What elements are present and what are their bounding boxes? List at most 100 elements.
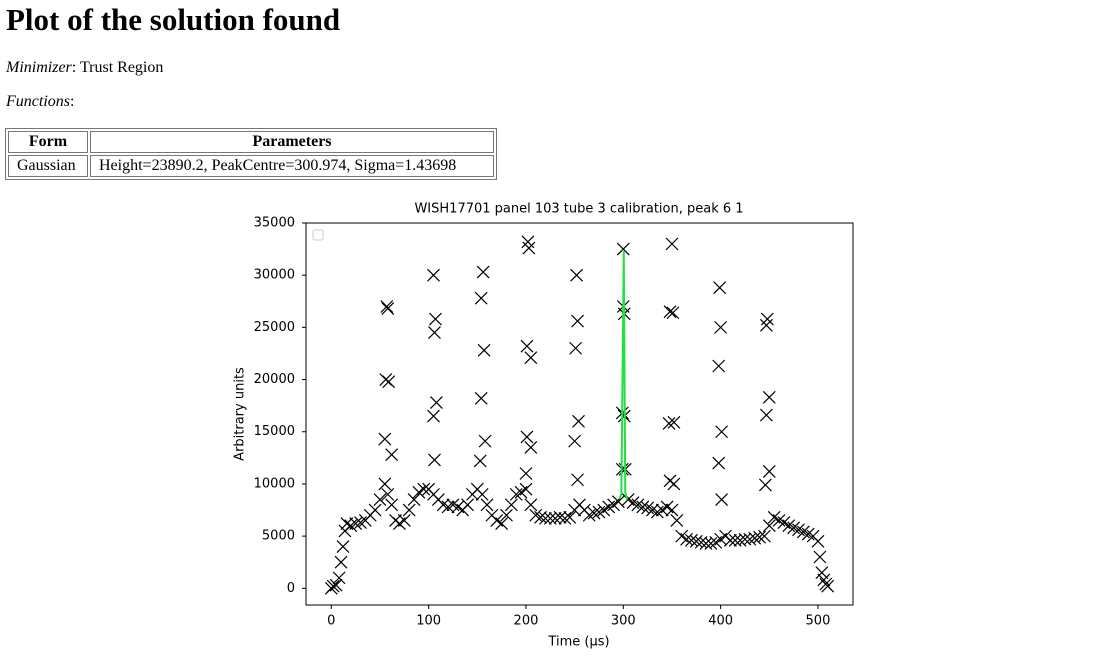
x-tick-label: 0 — [327, 614, 335, 629]
point — [641, 501, 655, 515]
y-tick-label: 20000 — [254, 372, 295, 387]
y-tick-label: 5000 — [262, 529, 295, 544]
point — [380, 300, 394, 313]
x-tick-label: 500 — [806, 614, 831, 629]
point — [519, 467, 533, 480]
point — [402, 503, 416, 517]
point — [663, 305, 677, 319]
point — [815, 566, 829, 580]
point — [558, 511, 572, 525]
point — [587, 506, 601, 520]
point — [326, 579, 340, 593]
point — [715, 425, 729, 439]
point — [344, 519, 358, 533]
point — [349, 517, 363, 531]
point — [715, 493, 729, 507]
point — [758, 529, 771, 543]
point — [529, 508, 543, 522]
point — [332, 571, 346, 585]
cell: Height=23890.2, PeakCentre=300.974, Sigm… — [90, 155, 494, 177]
point — [563, 510, 577, 524]
point — [378, 432, 392, 446]
point — [385, 448, 399, 462]
point — [524, 351, 538, 365]
y-axis-label: Arbitrary units — [233, 367, 248, 461]
point — [758, 478, 772, 492]
point — [553, 510, 567, 524]
point — [650, 505, 664, 519]
legend — [312, 229, 324, 241]
x-tick-label: 400 — [708, 614, 733, 629]
point — [616, 242, 630, 256]
point — [427, 409, 440, 423]
point — [520, 430, 534, 444]
point — [787, 521, 801, 535]
point — [713, 281, 727, 295]
point — [428, 326, 441, 340]
functions: Functions: — [6, 93, 74, 111]
point — [753, 530, 766, 544]
point — [646, 503, 659, 517]
cell: Gaussian — [8, 155, 88, 177]
point — [772, 514, 786, 527]
point — [572, 414, 585, 428]
point — [382, 375, 396, 389]
point — [704, 536, 718, 550]
point — [461, 498, 474, 512]
point — [667, 477, 681, 491]
point — [474, 291, 488, 305]
point — [796, 525, 810, 539]
point — [817, 573, 831, 587]
plot-area — [306, 223, 853, 605]
y-tick-label: 35000 — [254, 216, 295, 231]
point — [524, 440, 538, 454]
point — [407, 493, 421, 507]
point — [782, 519, 796, 533]
minimizer-value: : Trust Region — [71, 59, 164, 76]
y-tick-label: 30000 — [254, 268, 295, 283]
point — [665, 503, 679, 517]
point — [436, 498, 450, 512]
point — [582, 508, 596, 522]
point — [519, 482, 533, 496]
point — [381, 487, 395, 501]
functions-colon: : — [70, 93, 75, 110]
point — [495, 517, 509, 531]
x-axis-label: Time (μs) — [547, 635, 609, 650]
y-tick-label: 0 — [287, 581, 295, 596]
point — [475, 487, 489, 501]
point — [441, 500, 455, 514]
y-tick-label: 25000 — [254, 320, 295, 335]
point — [714, 320, 728, 334]
point — [811, 534, 825, 548]
point — [670, 514, 684, 527]
point — [760, 312, 774, 326]
y-tick-label: 15000 — [254, 424, 295, 439]
point — [813, 550, 827, 564]
point — [428, 453, 441, 467]
point — [446, 498, 460, 512]
x-tick-label: 200 — [514, 614, 539, 629]
point — [801, 527, 815, 541]
point — [417, 482, 431, 496]
point — [712, 456, 726, 470]
point — [473, 454, 487, 468]
point — [712, 359, 726, 373]
header-cell: Parameters — [90, 131, 494, 153]
x-tick-label: 100 — [416, 614, 441, 629]
y-tick-label: 10000 — [254, 476, 295, 491]
table-header: Form Parameters — [8, 131, 494, 153]
point — [474, 391, 488, 405]
point — [602, 500, 616, 514]
point — [631, 498, 645, 512]
point — [429, 312, 442, 326]
chart-title: WISH17701 panel 103 tube 3 calibration, … — [414, 202, 743, 217]
header-cell: Form — [8, 131, 88, 153]
point — [336, 540, 350, 553]
point — [368, 503, 382, 517]
point — [723, 533, 737, 547]
point — [427, 268, 440, 282]
fit-line — [618, 251, 629, 500]
point — [373, 493, 387, 507]
point — [397, 514, 411, 527]
